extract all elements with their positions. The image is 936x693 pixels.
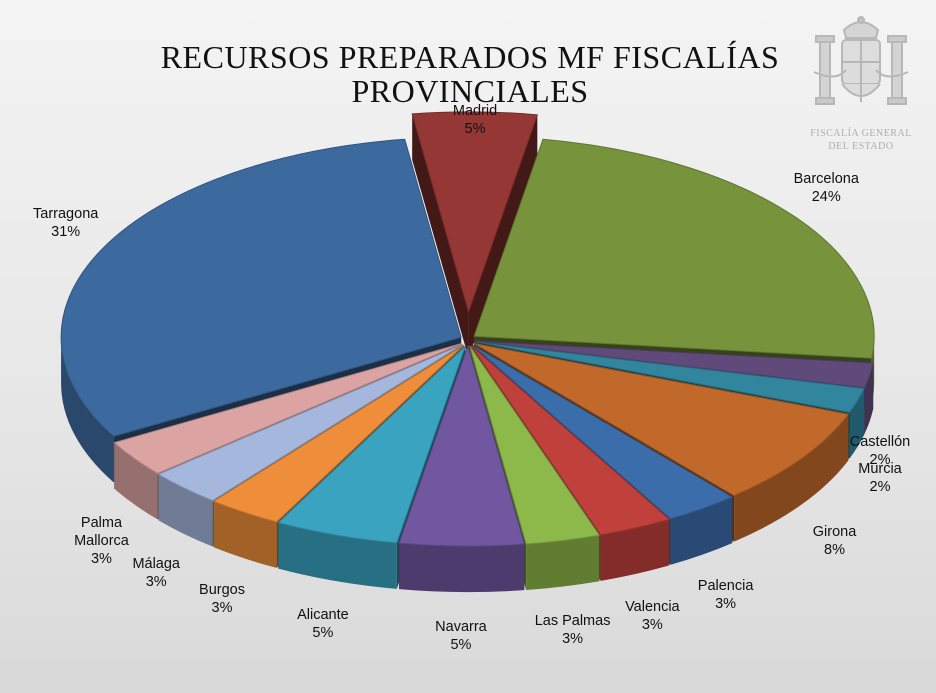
pie-label-name: Girona xyxy=(812,523,857,540)
pie-label-palma-mallorca: Palma Mallorca 3% xyxy=(74,514,129,568)
pie-tops xyxy=(60,111,875,547)
pie-slice-castellón xyxy=(475,340,874,389)
emblem-caption-line-2: DEL ESTADO xyxy=(828,141,894,152)
pie-slice-málaga xyxy=(157,343,463,502)
pie-label-madrid: Madrid 5% xyxy=(453,102,497,138)
pie-side-alicante xyxy=(278,522,397,589)
pie-label-name: Málaga xyxy=(132,555,180,572)
pie-label-castellón: Castellón 2% xyxy=(850,433,910,469)
pie-side-palma-mallorca xyxy=(114,442,158,520)
pie-side-valencia xyxy=(600,519,670,581)
pie-slice-palencia xyxy=(472,344,734,520)
pie-label-name: Alicante xyxy=(297,606,349,623)
pie-label-value: 3% xyxy=(145,573,167,590)
pie-label-value: 5% xyxy=(450,636,472,653)
pie-side-málaga xyxy=(158,474,213,547)
pie-slice-barcelona xyxy=(473,138,875,359)
pie-label-name: Valencia xyxy=(625,599,680,616)
pie-label-value: 5% xyxy=(464,121,486,137)
pie-label-murcia: Murcia 2% xyxy=(858,460,902,496)
pie-slice-palma-mallorca xyxy=(113,343,462,474)
pie-label-name: Navarra xyxy=(435,618,487,635)
pie-slice-murcia xyxy=(475,341,866,414)
pie-label-name: Las Palmas xyxy=(534,612,611,629)
pie-label-value: 31% xyxy=(51,224,81,241)
pie-label-name: Palma xyxy=(80,514,123,531)
pie-side-las-palmas xyxy=(526,535,600,590)
pie-label-value: 3% xyxy=(90,550,112,567)
pie-label-value: 2% xyxy=(869,478,891,495)
pie-label-name: Tarragona xyxy=(33,206,99,223)
pie-side-palencia xyxy=(670,497,733,565)
pie-label-value: 3% xyxy=(641,617,663,634)
pie-label-value: 5% xyxy=(312,624,334,641)
pie-label-name: Murcia xyxy=(858,460,902,477)
pie-label-value: 8% xyxy=(824,541,845,558)
pie-label-tarragona: Tarragona 31% xyxy=(33,205,98,241)
pie-label-value: 3% xyxy=(211,600,233,617)
pie-label-burgos: Burgos 3% xyxy=(199,581,245,617)
pie-slice-burgos xyxy=(212,344,465,523)
pie-label-girona: Girona 8% xyxy=(813,523,857,559)
pie-slice-las-palmas xyxy=(469,345,601,545)
pie-label-name: Burgos xyxy=(199,582,246,599)
pie-label-valencia: Valencia 3% xyxy=(625,598,680,634)
pie-label-name: Madrid xyxy=(452,103,498,119)
pie-label-barcelona: Barcelona 24% xyxy=(794,170,859,206)
pie-label-value: 3% xyxy=(715,596,737,613)
pie-side-girona xyxy=(734,414,849,542)
pie-label-las-palmas: Las Palmas 3% xyxy=(535,612,611,648)
pie-label-name: Mallorca xyxy=(74,532,129,549)
pie-slice-valencia xyxy=(470,345,671,536)
coat-of-arms-icon xyxy=(813,16,909,105)
pie-slice-alicante xyxy=(277,345,466,544)
pie-wall-madrid-1 xyxy=(468,114,538,358)
pie-label-value: 24% xyxy=(811,188,841,205)
pie-label-palencia: Palencia 3% xyxy=(698,577,754,613)
chart-title: RECURSOS PREPARADOS MF FISCALÍAS PROVINC… xyxy=(150,40,790,108)
pie-label-name: Palencia xyxy=(697,578,754,595)
pie-side-tarragona xyxy=(61,337,114,483)
pie-label-navarra: Navarra 5% xyxy=(435,618,487,654)
pie-label-value: 3% xyxy=(562,630,584,647)
pie-slice-madrid xyxy=(411,111,539,314)
chart-title-line-2: PROVINCIALES xyxy=(351,73,589,109)
pie-slice-girona xyxy=(474,343,850,497)
pie-side-castellón xyxy=(864,363,874,434)
emblem-caption-line-1: FISCALÍA GENERAL xyxy=(810,128,912,139)
pie-label-value: 2% xyxy=(869,451,891,468)
emblem-caption: FISCALÍA GENERAL DEL ESTADO xyxy=(806,127,916,153)
fiscalia-emblem-logo: FISCALÍA GENERAL DEL ESTADO xyxy=(806,12,916,152)
pie-wall-madrid-0 xyxy=(412,113,469,358)
pie-side-navarra xyxy=(399,543,525,593)
pie-label-málaga: Málaga 3% xyxy=(132,555,180,591)
pie-label-name: Castellón xyxy=(849,433,911,450)
chart-title-line-1: RECURSOS PREPARADOS MF FISCALÍAS xyxy=(160,39,780,75)
pie-side-murcia xyxy=(849,388,865,459)
pie-slice-navarra xyxy=(398,344,525,547)
pie-label-name: Barcelona xyxy=(793,170,859,187)
pie-label-alicante: Alicante 5% xyxy=(297,606,349,642)
pie-slice-tarragona xyxy=(60,138,462,437)
